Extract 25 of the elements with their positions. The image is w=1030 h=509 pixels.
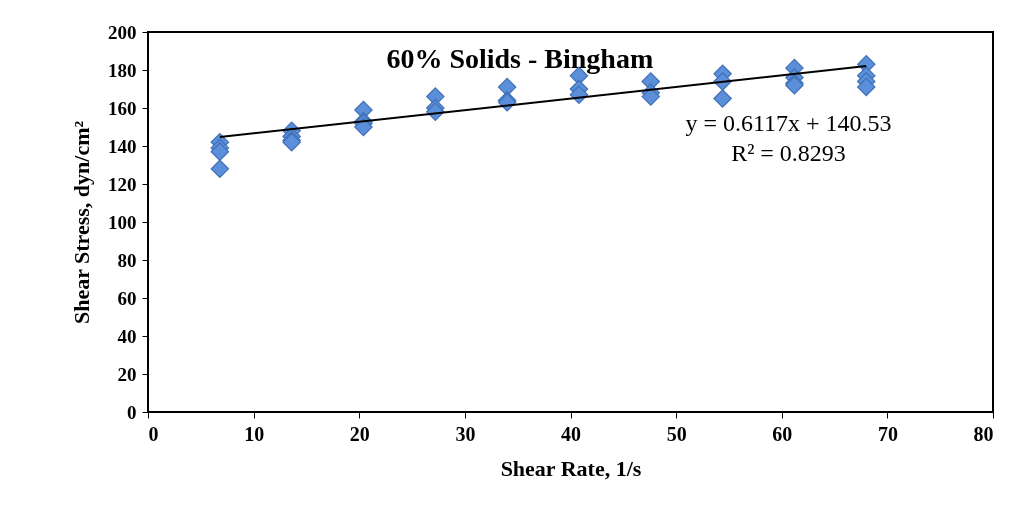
x-tick-label: 20 xyxy=(349,422,370,445)
y-tick-label: 100 xyxy=(108,211,137,233)
y-tick-label: 80 xyxy=(117,249,137,271)
x-tick-label: 0 xyxy=(148,422,159,445)
x-tick-label: 80 xyxy=(973,422,994,445)
annotation: R² = 0.8293 xyxy=(731,140,846,166)
x-tick-label: 70 xyxy=(877,422,898,445)
annotation: y = 0.6117x + 140.53 xyxy=(685,110,892,136)
y-tick-label: 200 xyxy=(108,21,137,43)
x-tick-label: 40 xyxy=(561,422,581,445)
x-axis-title: Shear Rate, 1/s xyxy=(500,455,642,481)
y-tick-label: 140 xyxy=(108,135,137,157)
y-axis-title: Shear Stress, dyn/cm² xyxy=(69,120,94,325)
y-tick-label: 180 xyxy=(108,59,137,81)
y-tick-label: 0 xyxy=(127,401,137,423)
y-tick-label: 20 xyxy=(117,363,137,385)
y-tick-label: 60 xyxy=(117,287,137,309)
x-tick-label: 10 xyxy=(244,422,265,445)
y-tick-label: 120 xyxy=(108,173,137,195)
x-tick-label: 60 xyxy=(772,422,793,445)
y-tick-label: 160 xyxy=(108,97,137,119)
x-tick-label: 50 xyxy=(666,422,687,445)
chart-title: 60% Solids - Bingham xyxy=(386,43,654,74)
y-tick-label: 40 xyxy=(117,325,137,347)
x-tick-label: 30 xyxy=(455,422,476,445)
